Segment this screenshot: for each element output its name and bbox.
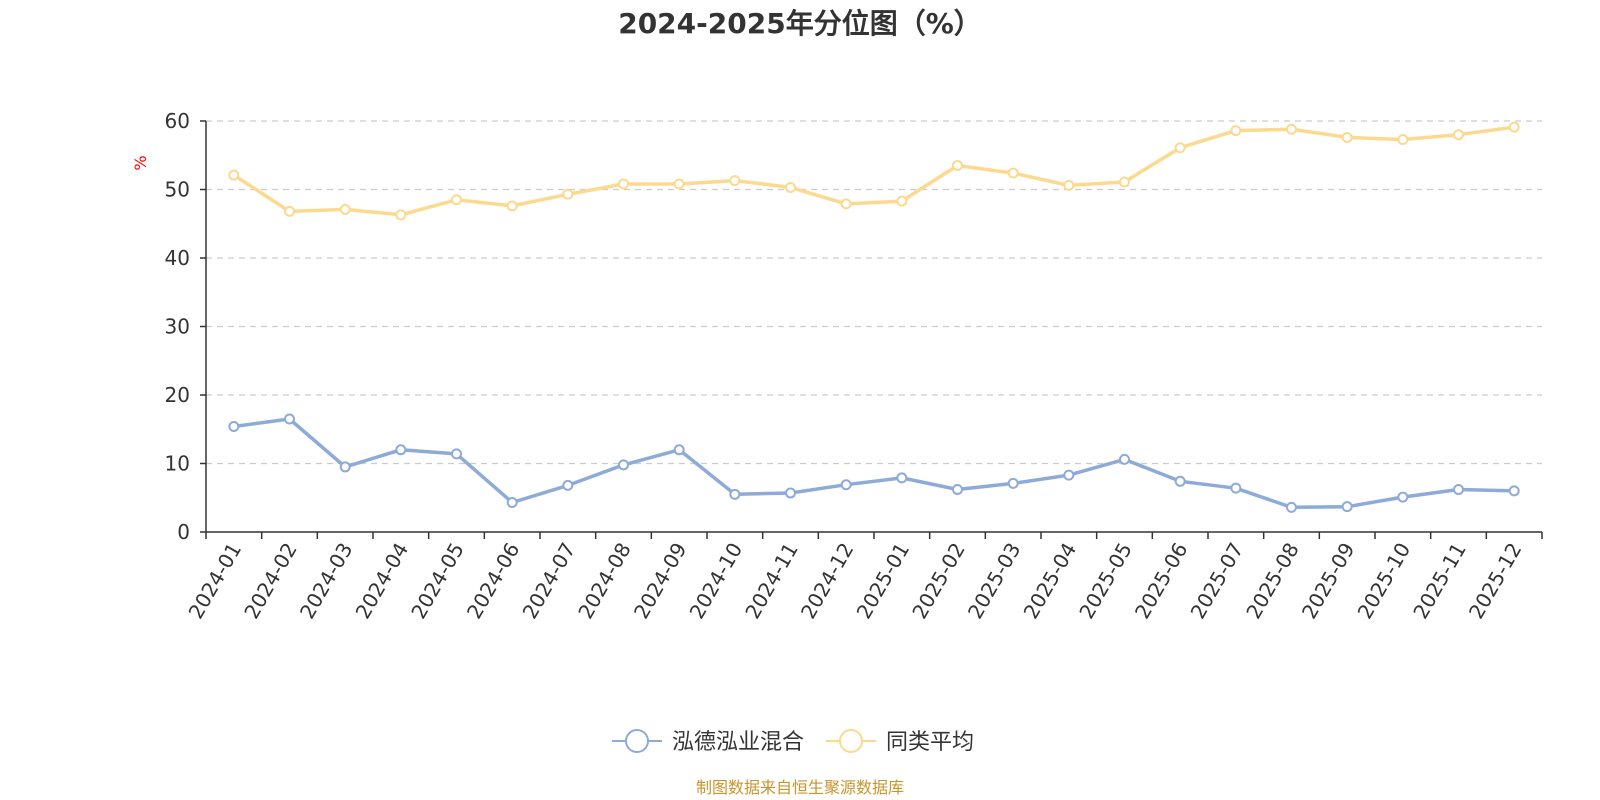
data-point[interactable]	[395, 209, 407, 221]
x-tick-label: 2024-03	[295, 539, 358, 623]
data-point[interactable]	[785, 181, 796, 193]
x-tick-label: 2025-04	[1019, 539, 1082, 623]
y-tick-label: 30	[165, 315, 190, 339]
x-tick-label: 2024-10	[685, 539, 748, 623]
data-point[interactable]	[395, 444, 407, 456]
x-tick-label: 2025-01	[852, 539, 915, 623]
data-point[interactable]	[896, 195, 908, 207]
data-point[interactable]	[618, 459, 629, 471]
data-point[interactable]	[1341, 501, 1353, 513]
x-tick-label: 2024-11	[740, 539, 803, 623]
x-tick-label: 2025-02	[907, 539, 970, 623]
x-tick-label: 2025-03	[963, 539, 1026, 623]
x-tick-label: 2024-04	[351, 539, 414, 623]
legend-marker-icon	[839, 729, 863, 753]
legend-marker-icon	[625, 729, 649, 753]
data-point[interactable]	[896, 472, 908, 484]
data-point[interactable]	[1341, 131, 1353, 143]
data-point[interactable]	[952, 160, 963, 172]
x-tick-label: 2025-09	[1297, 539, 1360, 623]
x-tick-label: 2024-12	[796, 539, 859, 623]
data-point[interactable]	[1063, 179, 1075, 191]
series-line	[232, 125, 1516, 217]
data-point[interactable]	[451, 448, 462, 460]
x-tick-label: 2024-01	[184, 539, 247, 623]
data-point[interactable]	[1230, 125, 1242, 137]
data-point[interactable]	[1286, 123, 1297, 135]
data-point[interactable]	[1453, 484, 1464, 496]
data-point[interactable]	[1286, 501, 1297, 513]
data-point[interactable]	[451, 194, 462, 206]
data-point[interactable]	[673, 178, 685, 190]
x-tick-label: 2025-10	[1353, 539, 1416, 623]
data-point[interactable]	[1119, 176, 1130, 188]
data-point[interactable]	[228, 169, 240, 181]
series-2	[228, 121, 1520, 221]
y-axis-unit-label: %	[131, 155, 150, 170]
chart-title: 2024-2025年分位图（%）	[618, 7, 982, 40]
legend-label: 同类平均	[886, 730, 974, 755]
data-point[interactable]	[1174, 142, 1186, 154]
data-point[interactable]	[1007, 477, 1019, 489]
x-tick-label: 2025-07	[1186, 539, 1249, 623]
x-tick-label: 2025-08	[1241, 539, 1304, 623]
x-tick-label: 2025-12	[1464, 539, 1527, 623]
x-tick-label: 2024-06	[462, 539, 525, 623]
x-tick-label: 2025-05	[1074, 539, 1137, 623]
source-note: 制图数据来自恒生聚源数据库	[696, 778, 904, 797]
series-lines	[228, 121, 1520, 513]
x-tick-label: 2025-11	[1408, 539, 1471, 623]
data-point[interactable]	[506, 200, 518, 212]
y-tick-label: 10	[165, 452, 190, 476]
data-point[interactable]	[284, 413, 295, 425]
data-point[interactable]	[562, 479, 574, 491]
data-point[interactable]	[1119, 453, 1130, 465]
data-point[interactable]	[339, 461, 351, 473]
data-point[interactable]	[952, 484, 963, 496]
y-tick-label: 50	[165, 178, 190, 202]
data-point[interactable]	[1174, 475, 1186, 487]
data-point[interactable]	[1508, 485, 1520, 497]
data-point[interactable]	[339, 203, 351, 215]
data-point[interactable]	[1063, 469, 1075, 481]
data-point[interactable]	[840, 479, 852, 491]
x-tick-label: 2025-06	[1130, 539, 1193, 623]
data-point[interactable]	[228, 421, 240, 433]
x-tick-label: 2024-08	[573, 539, 636, 623]
legend: 泓德泓业混合 同类平均	[612, 729, 974, 755]
data-point[interactable]	[1453, 129, 1464, 141]
data-point[interactable]	[1508, 121, 1520, 133]
y-tick-label: 20	[165, 383, 190, 407]
data-point[interactable]	[1397, 133, 1409, 145]
data-point[interactable]	[284, 205, 295, 217]
data-point[interactable]	[1397, 491, 1409, 503]
y-tick-label: 40	[165, 246, 190, 270]
data-point[interactable]	[729, 488, 741, 500]
y-tick-label: 0	[177, 520, 190, 544]
x-tick-label: 2024-02	[239, 539, 302, 623]
data-point[interactable]	[618, 178, 629, 190]
legend-label: 泓德泓业混合	[672, 730, 804, 755]
series-1	[228, 413, 1520, 513]
data-point[interactable]	[506, 497, 518, 509]
y-axis-ticks: 0 10 20 30 40 50 60	[165, 109, 206, 544]
x-tick-label: 2024-05	[406, 539, 469, 623]
legend-item-1[interactable]: 泓德泓业混合	[612, 729, 804, 755]
data-point[interactable]	[1007, 167, 1019, 179]
data-point[interactable]	[785, 487, 796, 499]
grid-lines	[206, 120, 1542, 465]
data-point[interactable]	[1230, 482, 1242, 494]
data-point[interactable]	[729, 175, 741, 187]
x-tick-label: 2024-07	[518, 539, 581, 623]
data-point[interactable]	[562, 188, 574, 200]
x-axis-ticks: 2024-012024-022024-032024-042024-052024-…	[184, 532, 1543, 623]
series-line	[232, 417, 1516, 510]
y-tick-label: 60	[165, 109, 190, 133]
x-tick-label: 2024-09	[629, 539, 692, 623]
data-point[interactable]	[673, 444, 685, 456]
data-point[interactable]	[840, 198, 852, 210]
legend-item-2[interactable]: 同类平均	[826, 729, 974, 755]
